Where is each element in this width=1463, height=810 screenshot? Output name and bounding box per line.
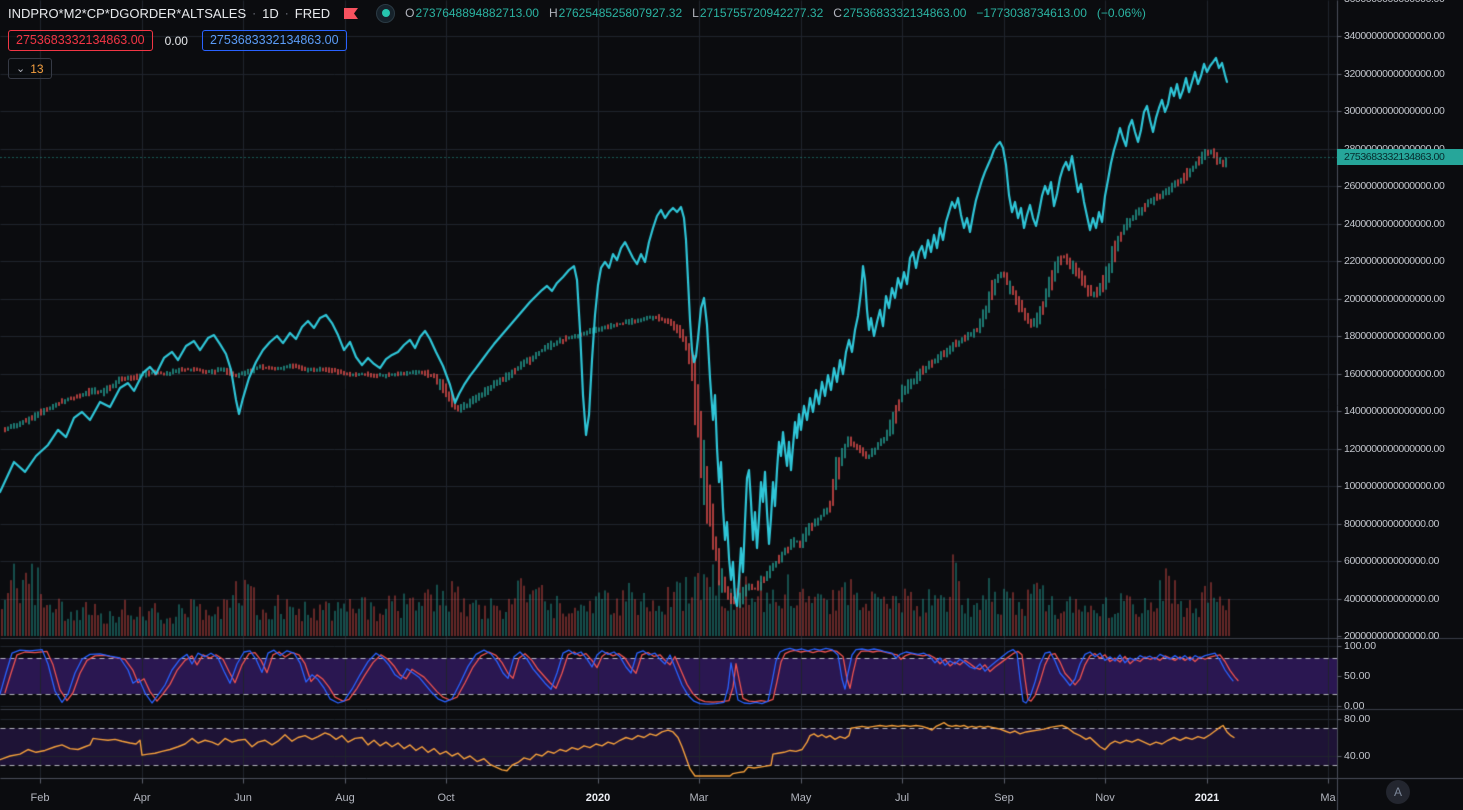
price-tick-label: 2200000000000000.00 xyxy=(1344,255,1445,267)
price-axis[interactable]: 3600000000000000.00 3400000000000000.00 32… xyxy=(1337,0,1463,778)
change-percent: (−0.06%) xyxy=(1096,6,1146,20)
price-tick-label: 3600000000000000.00 xyxy=(1344,0,1445,5)
high-value: 2762548525807927.32 xyxy=(558,6,683,20)
time-tick-label: Mar xyxy=(689,792,709,804)
price-tick-label: 400000000000000.00 xyxy=(1344,592,1439,605)
interval-label[interactable]: 1D xyxy=(262,5,279,21)
price-tick-label: 1200000000000000.00 xyxy=(1344,442,1445,455)
time-tick-label: Sep xyxy=(994,792,1014,804)
price-tick-label: 800000000000000.00 xyxy=(1344,517,1439,530)
legend-row-collapse: ⌄ 13 xyxy=(8,58,52,79)
stoch-tick-label: 0.00 xyxy=(1344,700,1365,712)
open-value: 2737648894882713.00 xyxy=(415,6,539,20)
time-tick-label: Jun xyxy=(234,792,252,804)
separator-dot: · xyxy=(284,6,289,20)
account-badge[interactable]: A xyxy=(1386,780,1410,804)
price-tick-label: 200000000000000.00 xyxy=(1344,630,1439,642)
flag-icon[interactable] xyxy=(344,7,359,19)
close-value: 2753683332134863.00 xyxy=(842,6,967,20)
price-tick-label: 1800000000000000.00 xyxy=(1344,330,1445,342)
symbol-title[interactable]: INDPRO*M2*CP*DGORDER*ALTSALES xyxy=(8,5,247,21)
price-tick-label: 1400000000000000.00 xyxy=(1344,405,1445,417)
low-value: 2715755720942277.32 xyxy=(699,6,824,20)
separator-dot: · xyxy=(252,6,257,20)
feed-label[interactable]: FRED xyxy=(294,5,331,21)
market-status-icon[interactable] xyxy=(376,3,396,23)
middle-value: 0.00 xyxy=(164,33,188,48)
collapse-indicators-button[interactable]: ⌄ 13 xyxy=(8,58,52,79)
price-tick-label: 600000000000000.00 xyxy=(1344,555,1439,567)
hidden-indicator-count: 13 xyxy=(30,61,44,76)
change-value: −1773038734613.00 xyxy=(976,6,1087,20)
red-price-box[interactable]: 2753683332134863.00 xyxy=(8,30,153,51)
rsi-tick-label: 40.00 xyxy=(1344,750,1371,762)
stoch-tick-label: 50.00 xyxy=(1344,670,1371,682)
close-label: C xyxy=(833,6,842,20)
price-tick-label: 2000000000000000.00 xyxy=(1344,292,1445,305)
time-tick-label: May xyxy=(790,792,812,804)
high-label: H xyxy=(548,6,558,20)
time-axis[interactable]: Feb Apr Jun Aug Oct 2020 Mar May Jul Sep Nov 2021 Ma xyxy=(0,778,1337,810)
current-price-label: 2753683332134863.00 xyxy=(1337,149,1463,165)
time-tick-label: Feb xyxy=(30,792,50,804)
time-tick-label: 2021 xyxy=(1194,792,1220,804)
chevron-down-icon: ⌄ xyxy=(16,63,26,75)
blue-price-box[interactable]: 2753683332134863.00 xyxy=(201,30,347,51)
price-tick-label: 3200000000000000.00 xyxy=(1344,67,1445,80)
stoch-tick-label: 100.00 xyxy=(1344,640,1377,652)
price-tick-label: 1600000000000000.00 xyxy=(1344,367,1445,380)
time-tick-label: Ma xyxy=(1320,792,1336,804)
price-tick-label: 2400000000000000.00 xyxy=(1344,217,1445,230)
price-tick-label: 1000000000000000.00 xyxy=(1344,480,1445,492)
rsi-tick-label: 80.00 xyxy=(1344,713,1371,725)
price-tick-label: 2600000000000000.00 xyxy=(1344,180,1445,192)
open-label: O xyxy=(405,6,415,20)
time-tick-label: 2020 xyxy=(585,792,611,804)
time-tick-label: Apr xyxy=(133,792,151,804)
legend-row-symbol: INDPRO*M2*CP*DGORDER*ALTSALES · 1D · FRE… xyxy=(8,3,1146,23)
time-tick-label: Aug xyxy=(335,792,355,804)
legend-row-values: 2753683332134863.00 0.00 275368333213486… xyxy=(8,30,347,51)
time-tick-label: Nov xyxy=(1095,792,1115,804)
price-tick-label: 3400000000000000.00 xyxy=(1344,30,1445,42)
price-tick-label: 3000000000000000.00 xyxy=(1344,105,1445,117)
time-tick-label: Oct xyxy=(437,792,455,804)
time-tick-label: Jul xyxy=(894,792,910,804)
low-label: L xyxy=(692,6,699,20)
